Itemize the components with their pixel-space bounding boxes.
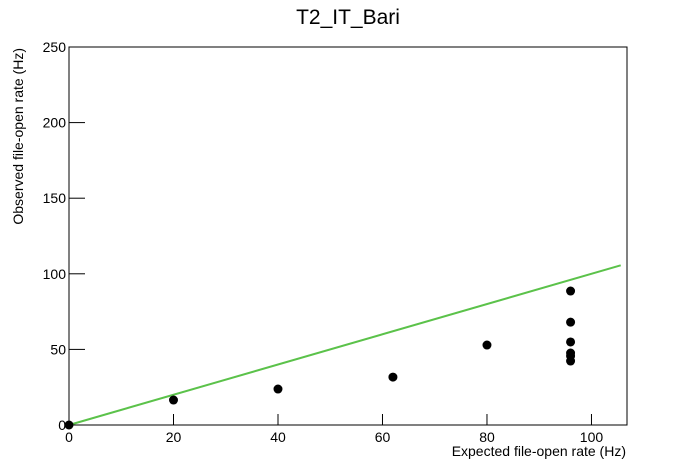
y-tick-label: 100 [43,266,67,282]
data-point [482,340,492,350]
data-point [566,317,576,327]
x-tick-label: 80 [479,429,495,445]
y-tick-label: 0 [58,417,66,433]
data-point [388,372,398,382]
x-tick-label: 0 [65,429,73,445]
plot-frame [68,46,628,426]
y-axis-label: Observed file-open rate (Hz) [10,48,26,225]
x-tick-label: 100 [580,429,604,445]
y-tick-label: 150 [43,190,67,206]
data-point [566,337,576,347]
data-point [64,420,74,430]
reference-line [68,264,622,426]
x-tick-label: 20 [166,429,182,445]
y-tick-label: 50 [50,341,66,357]
y-tick-label: 250 [43,39,67,55]
data-point [566,286,576,296]
chart-title: T2_IT_Bari [296,6,400,29]
data-point [168,395,178,405]
x-tick-label: 60 [375,429,391,445]
y-tick-label: 200 [43,115,67,131]
x-tick-label: 40 [270,429,286,445]
data-point [566,356,576,366]
x-axis-label: Expected file-open rate (Hz) [452,443,626,459]
data-point [273,384,283,394]
